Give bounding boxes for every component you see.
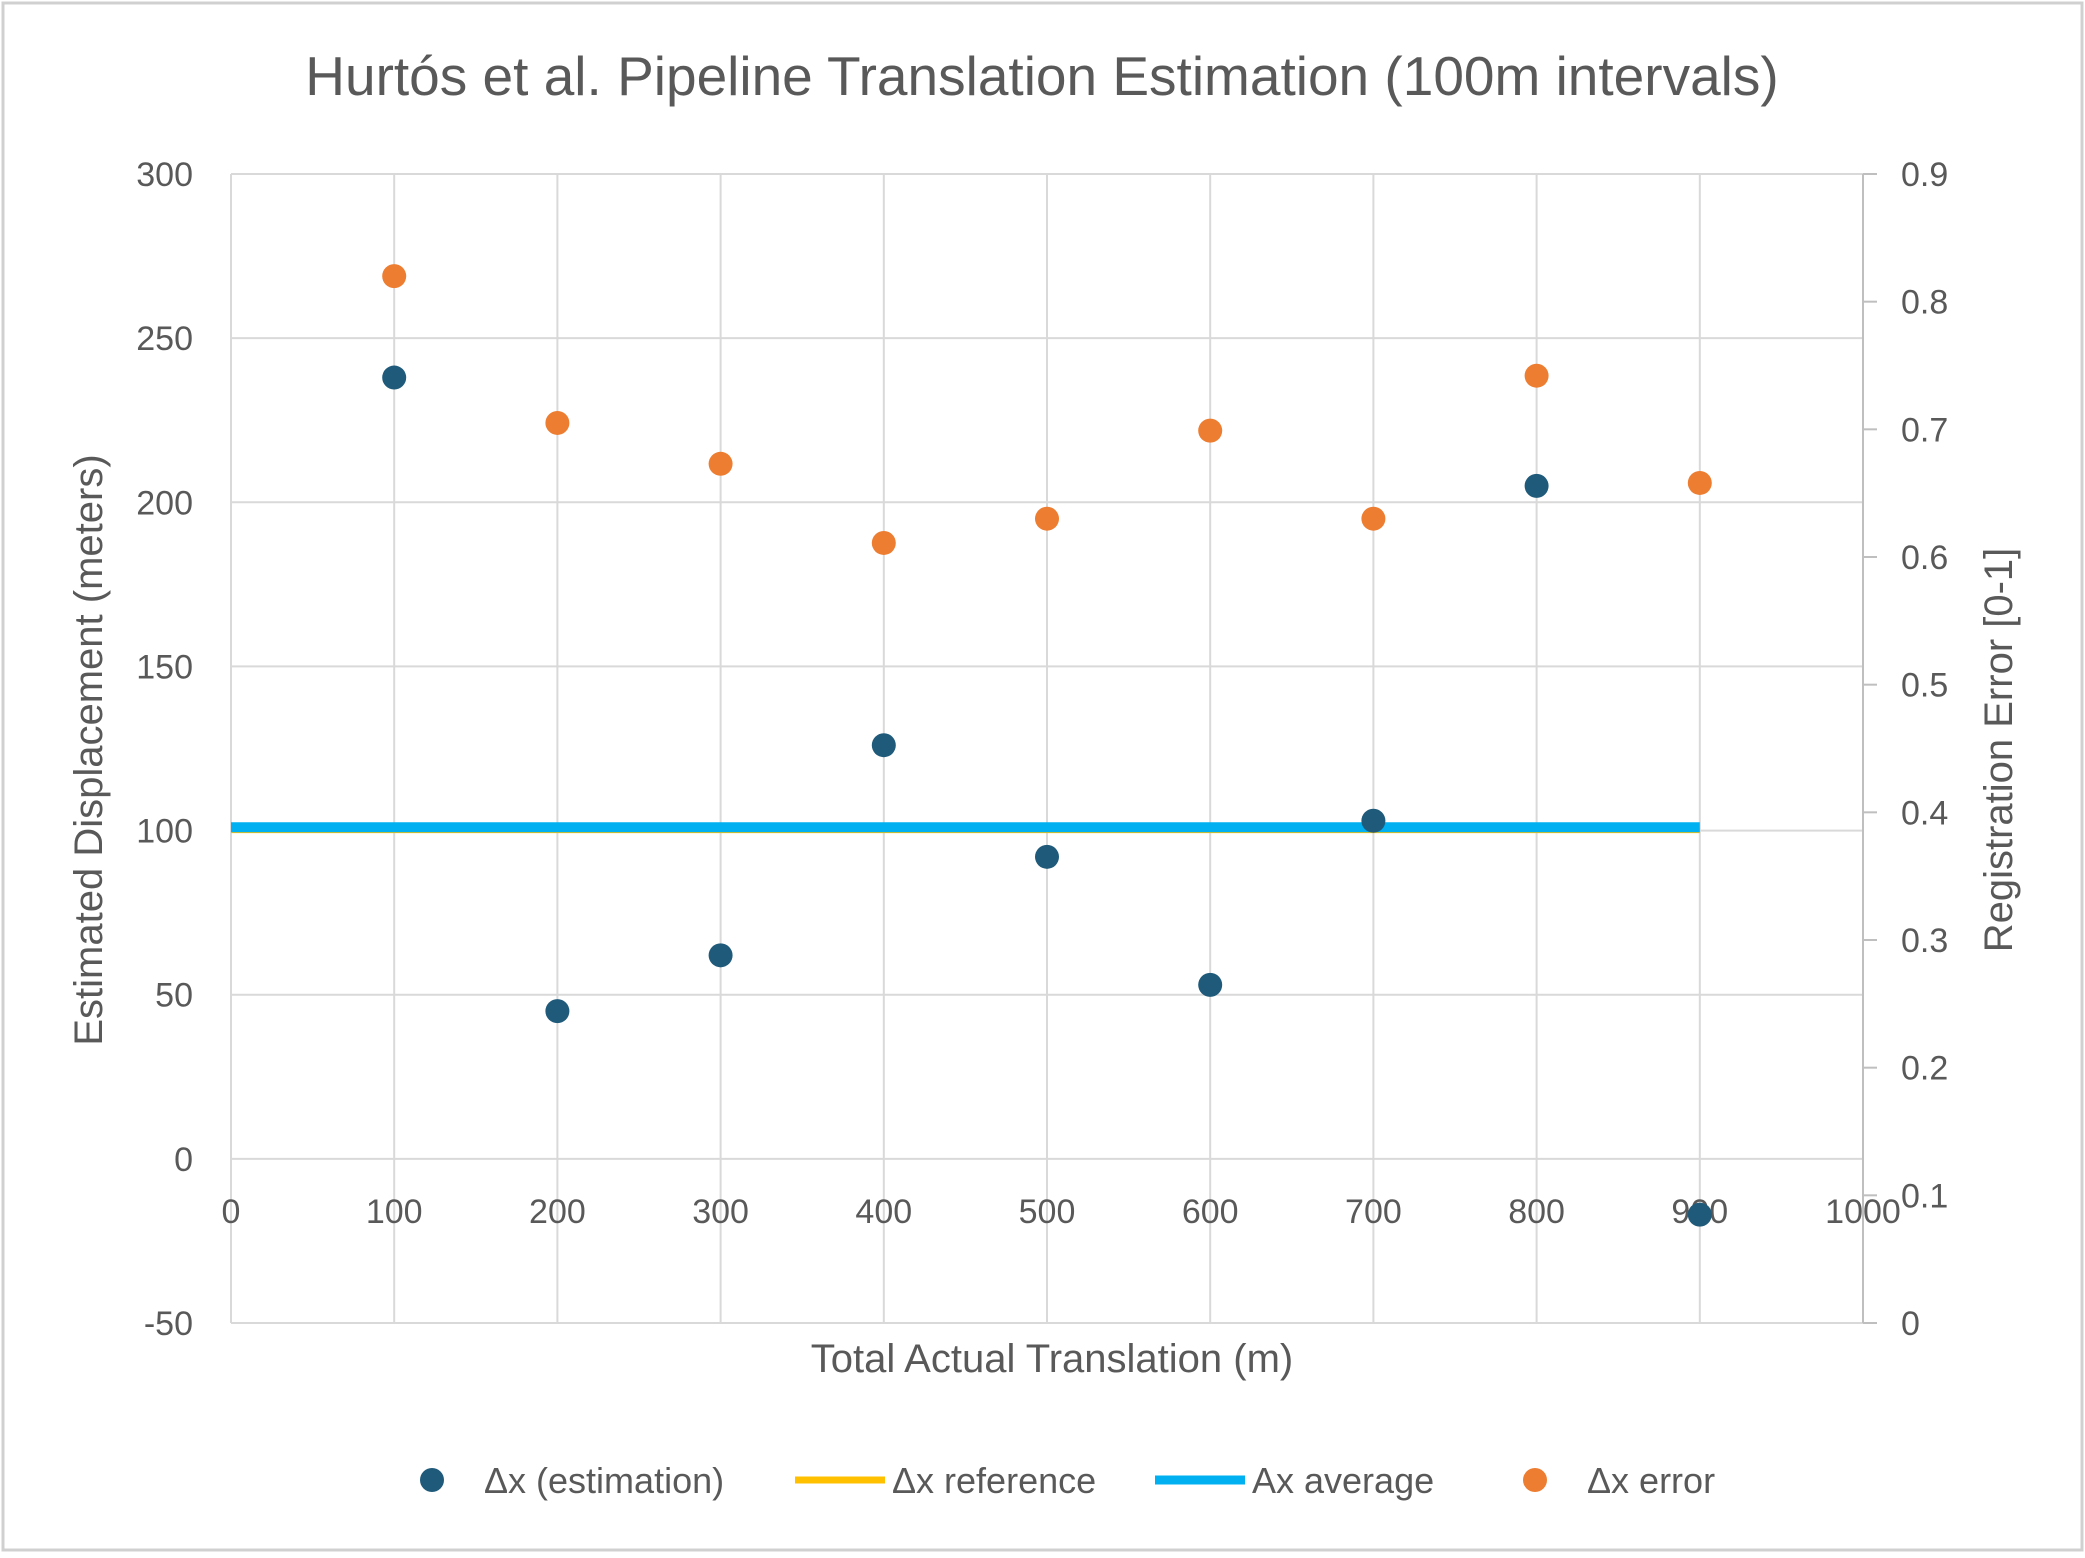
- grid-layer: [230, 173, 1877, 1324]
- legend-label-3: Δx error: [1587, 1460, 1715, 1501]
- estimation-point: [1035, 844, 1059, 869]
- y-tick-label: 150: [136, 648, 193, 686]
- y2-axis-title: Registration Error [0-1]: [1977, 548, 2021, 953]
- tick-layer: -50 0 50 100 150 200 250 300 0 100 200 300 400 500 600…: [136, 156, 1948, 1343]
- y-tick-label: 50: [155, 977, 193, 1015]
- y-tick-label: 100: [136, 813, 193, 851]
- x-tick-label: 700: [1345, 1193, 1402, 1231]
- legend-label-0: Δx (estimation): [484, 1460, 724, 1501]
- y2-tick-label: 0: [1901, 1305, 1920, 1343]
- y2-tick-label: 0.4: [1901, 794, 1948, 832]
- y-axis-title: Estimated Displacement (meters): [67, 454, 111, 1045]
- error-point: [382, 264, 407, 289]
- y2-tick-label: 0.6: [1901, 539, 1948, 577]
- error-point: [1198, 418, 1223, 443]
- y2-tick-label: 0.2: [1901, 1050, 1948, 1088]
- y-tick-label: 300: [136, 156, 193, 194]
- y-tick-label: -50: [144, 1305, 193, 1343]
- x-tick-label: 600: [1182, 1193, 1239, 1231]
- legend-label-1: Δx reference: [892, 1460, 1096, 1501]
- legend: Δx (estimation) Δx reference Ax average Δx …: [420, 1460, 1715, 1501]
- y-tick-label: 0: [174, 1141, 193, 1179]
- estimation-point: [545, 999, 570, 1024]
- estimation-point: [382, 365, 407, 390]
- y2-tick-label: 0.5: [1901, 667, 1948, 705]
- y-tick-label: 250: [136, 320, 193, 358]
- x-tick-label: 500: [1019, 1193, 1076, 1231]
- estimation-point: [1198, 972, 1223, 997]
- x-tick-label: 1000: [1825, 1193, 1901, 1231]
- estimation-point: [1524, 473, 1549, 498]
- x-axis-title: Total Actual Translation (m): [811, 1337, 1293, 1381]
- error-point: [708, 451, 733, 476]
- x-tick-label: 100: [366, 1193, 423, 1231]
- legend-label-2: Ax average: [1252, 1460, 1434, 1501]
- error-point: [1361, 506, 1386, 531]
- y2-tick-label: 0.7: [1901, 411, 1948, 449]
- y2-tick-label: 0.9: [1901, 156, 1948, 194]
- estimation-point: [1687, 1202, 1712, 1227]
- error-point: [1524, 363, 1549, 388]
- y-tick-label: 200: [136, 484, 193, 522]
- estimation-point: [1361, 808, 1386, 833]
- error-point: [1687, 470, 1712, 495]
- series-layer: [231, 264, 1712, 1227]
- legend-marker-0: [420, 1468, 444, 1492]
- y2-tick-label: 0.1: [1901, 1177, 1948, 1215]
- y2-tick-label: 0.3: [1901, 922, 1948, 960]
- x-tick-label: 400: [855, 1193, 912, 1231]
- legend-marker-3: [1523, 1468, 1547, 1492]
- x-tick-label: 0: [222, 1193, 241, 1231]
- x-tick-label: 200: [529, 1193, 586, 1231]
- estimation-point: [708, 943, 733, 968]
- error-point: [545, 410, 570, 435]
- x-tick-label: 300: [692, 1193, 749, 1231]
- chart-title: Hurtós et al. Pipeline Translation Estim…: [305, 45, 1778, 107]
- error-point: [1035, 506, 1059, 531]
- y2-tick-label: 0.8: [1901, 284, 1948, 322]
- error-point: [871, 530, 896, 555]
- estimation-point: [871, 733, 896, 758]
- x-tick-label: 800: [1508, 1193, 1565, 1231]
